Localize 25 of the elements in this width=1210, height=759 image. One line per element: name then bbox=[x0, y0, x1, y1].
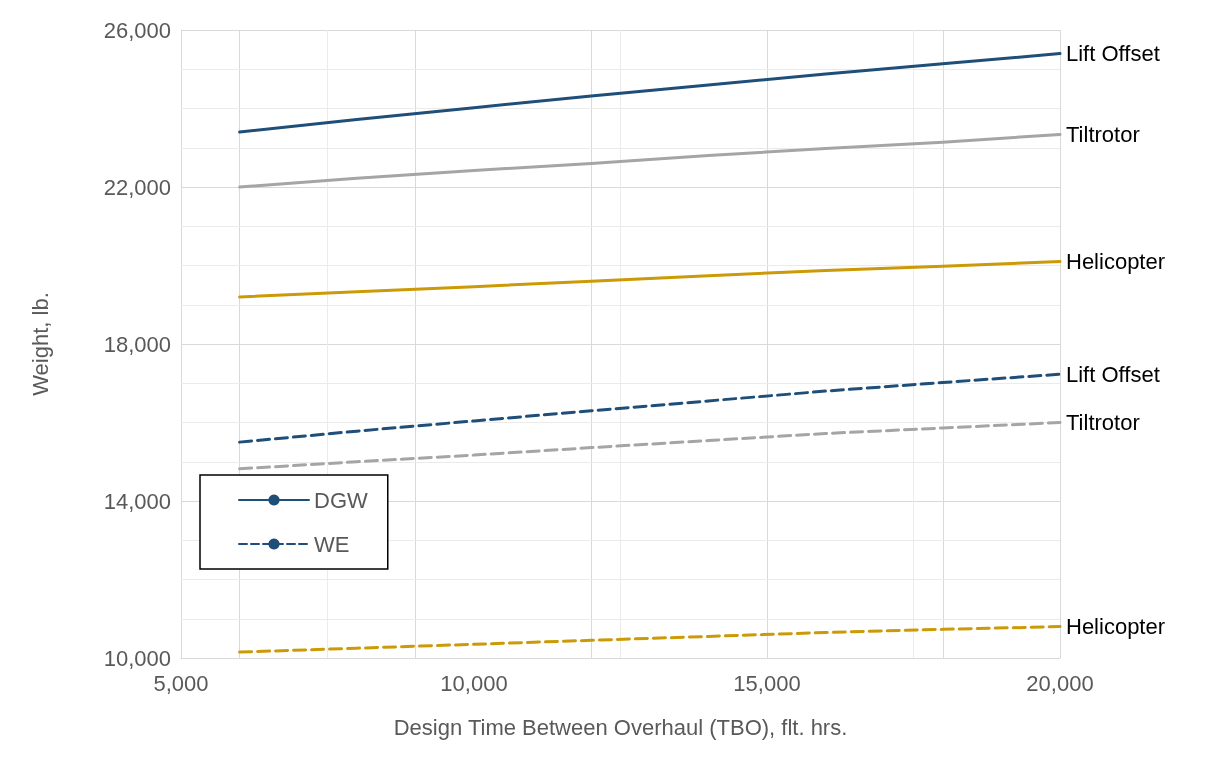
line-series bbox=[238, 421, 1062, 471]
x-tick-label: 10,000 bbox=[440, 670, 508, 696]
x-tick-label: 20,000 bbox=[1026, 670, 1094, 696]
y-tick-label: 18,000 bbox=[103, 331, 171, 357]
y-axis-title: Weight, lb. bbox=[27, 292, 53, 396]
legend-label: WE bbox=[314, 531, 350, 557]
legend-label: DGW bbox=[314, 487, 368, 513]
line-series bbox=[238, 260, 1062, 299]
x-axis-title: Design Time Between Overhaul (TBO), flt. hrs. bbox=[393, 714, 848, 740]
series-label: Tiltrotor bbox=[1066, 410, 1140, 435]
y-tick-label: 22,000 bbox=[103, 174, 171, 200]
line-series bbox=[238, 52, 1062, 134]
series-label: Lift Offset bbox=[1066, 361, 1160, 387]
y-tick-label: 10,000 bbox=[103, 645, 171, 671]
line-series bbox=[238, 132, 1062, 189]
y-tick-label: 26,000 bbox=[103, 17, 171, 43]
x-tick-label: 15,000 bbox=[733, 670, 801, 696]
series-label: Helicopter bbox=[1066, 614, 1166, 640]
line-series bbox=[238, 625, 1062, 654]
series-label: Lift Offset bbox=[1066, 41, 1160, 67]
x-tick-label: 5,000 bbox=[153, 670, 209, 696]
y-tick-label: 14,000 bbox=[103, 488, 171, 514]
series-label: Tiltrotor bbox=[1066, 121, 1140, 147]
series-label: Helicopter bbox=[1066, 249, 1166, 275]
line-series bbox=[238, 372, 1062, 444]
